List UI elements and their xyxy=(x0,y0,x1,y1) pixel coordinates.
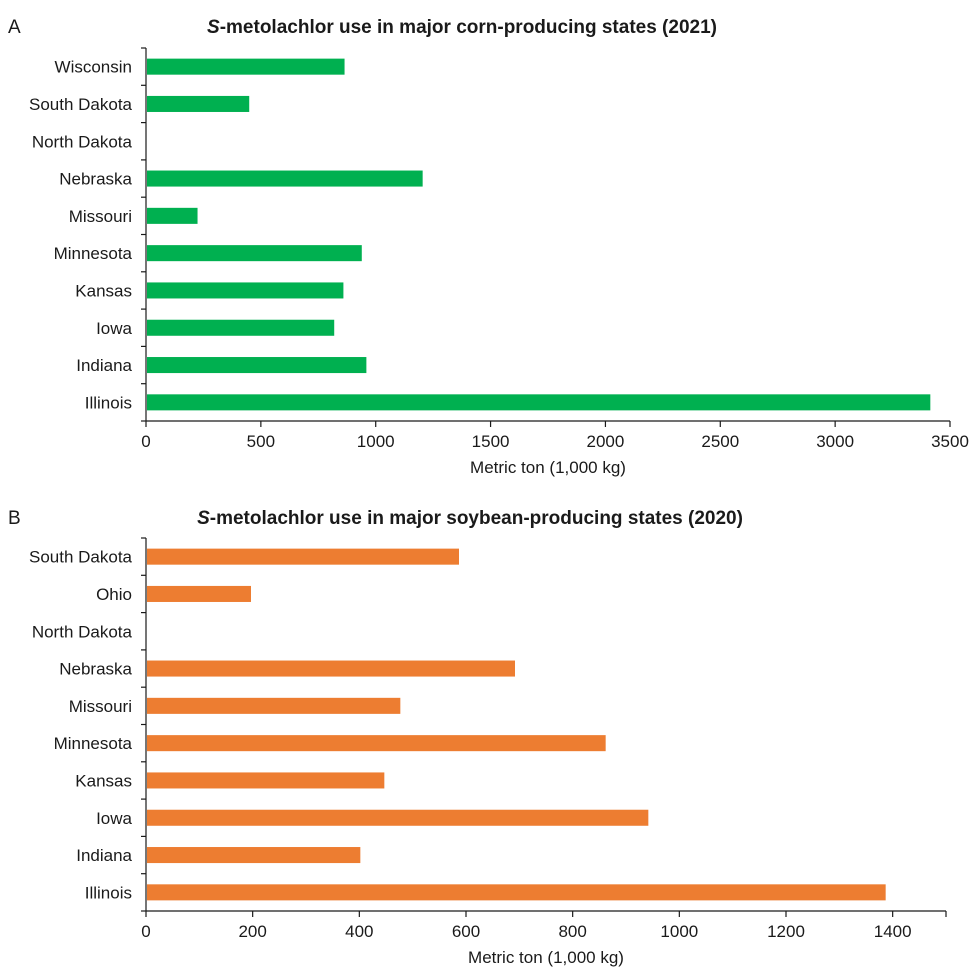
bar-kansas xyxy=(147,282,344,299)
x-tick-label: 1200 xyxy=(767,922,805,941)
bar-indiana xyxy=(147,847,361,864)
x-tick-label: 0 xyxy=(141,432,150,451)
x-tick-label: 1000 xyxy=(357,432,395,451)
panel-letter: B xyxy=(8,508,21,529)
chart-title: S-metolachlor use in major corn-producin… xyxy=(207,17,717,38)
category-label: Ohio xyxy=(96,585,132,604)
chart-panel-b: B S-metolachlor use in major soybean-prod… xyxy=(0,494,969,972)
chart-title-rest: -metolachlor use in major soybean-produc… xyxy=(210,508,743,529)
x-tick-label: 1000 xyxy=(660,922,698,941)
chart-title-rest: -metolachlor use in major corn-producing… xyxy=(220,17,717,38)
x-tick-label: 600 xyxy=(452,922,480,941)
bar-illinois xyxy=(147,394,931,411)
x-tick-label: 200 xyxy=(238,922,266,941)
category-label: Kansas xyxy=(75,281,132,300)
soybean-chart-svg: B S-metolachlor use in major soybean-prod… xyxy=(8,508,947,967)
category-label: South Dakota xyxy=(29,95,133,114)
category-label: Illinois xyxy=(85,883,132,902)
chart-panel-a: A S-metolachlor use in major corn-produci… xyxy=(8,17,969,477)
x-tick-label: 2500 xyxy=(701,432,739,451)
category-label: Iowa xyxy=(96,809,132,828)
category-label: Nebraska xyxy=(59,660,132,679)
bar-nebraska xyxy=(147,660,515,677)
bar-iowa xyxy=(147,319,335,336)
bar-indiana xyxy=(147,357,367,374)
bar-minnesota xyxy=(147,735,606,752)
x-tick-label: 3000 xyxy=(816,432,854,451)
x-tick-label: 1400 xyxy=(874,922,912,941)
bar-wisconsin xyxy=(147,58,345,75)
bar-south-dakota xyxy=(147,548,459,565)
bar-kansas xyxy=(147,772,385,789)
x-tick-label: 1500 xyxy=(472,432,510,451)
bar-ohio xyxy=(147,585,251,602)
category-label: Minnesota xyxy=(54,244,133,263)
category-label: Missouri xyxy=(69,697,132,716)
category-label: Indiana xyxy=(76,356,132,375)
x-tick-label: 3500 xyxy=(931,432,969,451)
x-axis-title: Metric ton (1,000 kg) xyxy=(468,948,624,967)
corn-chart-svg: A S-metolachlor use in major corn-produci… xyxy=(8,17,969,477)
bar-illinois xyxy=(147,884,886,901)
x-tick-label: 0 xyxy=(141,922,150,941)
chart-title-italic: S xyxy=(197,508,210,529)
category-label: North Dakota xyxy=(32,622,133,641)
category-label: Iowa xyxy=(96,319,132,338)
panel-letter: A xyxy=(8,17,21,38)
chart-title-italic: S xyxy=(207,17,220,38)
category-label: South Dakota xyxy=(29,548,133,567)
bar-missouri xyxy=(147,697,401,714)
bar-iowa xyxy=(147,809,649,826)
x-tick-label: 2000 xyxy=(587,432,625,451)
x-tick-label: 500 xyxy=(247,432,275,451)
category-label: Minnesota xyxy=(54,734,133,753)
bar-minnesota xyxy=(147,245,362,262)
chart-title: S-metolachlor use in major soybean-produ… xyxy=(197,508,743,529)
category-label: North Dakota xyxy=(32,132,133,151)
x-axis-title: Metric ton (1,000 kg) xyxy=(470,458,626,477)
bar-missouri xyxy=(147,207,198,224)
category-label: Illinois xyxy=(85,393,132,412)
category-label: Wisconsin xyxy=(55,58,132,77)
category-label: Kansas xyxy=(75,771,132,790)
category-label: Indiana xyxy=(76,846,132,865)
bar-south-dakota xyxy=(147,95,250,112)
x-tick-label: 800 xyxy=(558,922,586,941)
bar-nebraska xyxy=(147,170,423,187)
x-tick-label: 400 xyxy=(345,922,373,941)
category-label: Missouri xyxy=(69,207,132,226)
category-label: Nebraska xyxy=(59,170,132,189)
